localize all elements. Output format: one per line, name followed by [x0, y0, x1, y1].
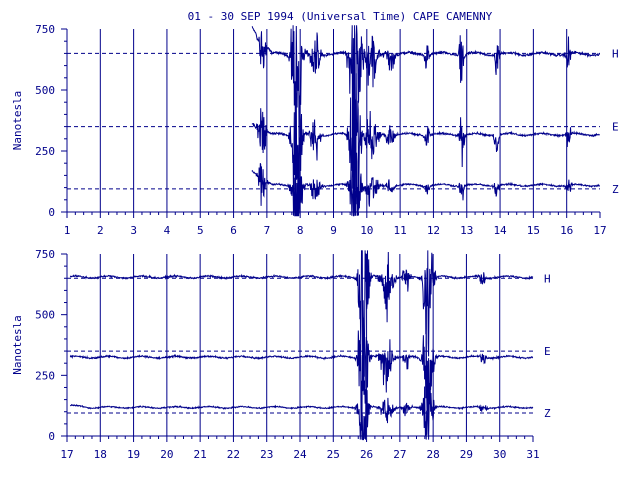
x-tick-label: 8: [297, 224, 304, 237]
y-tick-label: 750: [35, 248, 55, 261]
y-tick-label: 250: [35, 145, 55, 158]
y-axis-label: Nanotesla: [11, 315, 24, 375]
x-tick-label: 13: [460, 224, 473, 237]
y-tick-label: 750: [35, 23, 55, 36]
x-tick-label: 22: [227, 448, 240, 461]
series-z-trace: [251, 146, 601, 217]
x-tick-label: 15: [527, 224, 540, 237]
x-tick-label: 24: [293, 448, 307, 461]
x-tick-label: 30: [493, 448, 506, 461]
series-label-h: H: [612, 47, 619, 60]
y-tick-label: 0: [48, 206, 55, 219]
x-tick-label: 3: [130, 224, 137, 237]
x-tick-label: 2: [97, 224, 104, 237]
x-tick-label: 28: [427, 448, 440, 461]
x-tick-label: 1: [64, 224, 71, 237]
y-tick-label: 0: [48, 430, 55, 443]
x-tick-label: 10: [360, 224, 373, 237]
series-label-e: E: [612, 121, 619, 134]
x-tick-label: 17: [593, 224, 606, 237]
x-tick-label: 18: [94, 448, 107, 461]
series-label-z: Z: [544, 407, 551, 420]
series-h-trace: [69, 250, 534, 392]
series-label-z: Z: [612, 183, 619, 196]
y-tick-label: 500: [35, 309, 55, 322]
x-tick-label: 7: [264, 224, 271, 237]
bottom-panel: 0 250 500 750 Nanotesla 17 18 19 20 21 22 23 24 25 26 2…: [11, 248, 551, 461]
x-tick-label: 4: [164, 224, 171, 237]
x-tick-label: 19: [127, 448, 140, 461]
series-label-h: H: [544, 272, 551, 285]
y-tick-label: 250: [35, 369, 55, 382]
y-axis-label: Nanotesla: [11, 91, 24, 151]
x-tick-label: 31: [526, 448, 539, 461]
x-tick-label: 14: [493, 224, 507, 237]
x-tick-label: 11: [394, 224, 407, 237]
x-tick-label: 27: [393, 448, 406, 461]
x-tick-label: 12: [427, 224, 440, 237]
x-tick-label: 23: [260, 448, 273, 461]
x-tick-label: 17: [60, 448, 73, 461]
x-tick-label: 25: [327, 448, 340, 461]
x-tick-label: 6: [230, 224, 237, 237]
x-tick-label: 26: [360, 448, 373, 461]
series-label-e: E: [544, 345, 551, 358]
y-tick-label: 500: [35, 84, 55, 97]
x-tick-label: 5: [197, 224, 204, 237]
series-e-trace: [69, 300, 534, 440]
chart-title: 01 - 30 SEP 1994 (Universal Time) CAPE C…: [188, 10, 493, 23]
x-tick-label: 16: [560, 224, 573, 237]
x-tick-label: 9: [330, 224, 337, 237]
x-tick-label: 21: [194, 448, 207, 461]
series-z-trace: [69, 381, 534, 441]
x-tick-label: 29: [460, 448, 473, 461]
x-tick-label: 20: [160, 448, 173, 461]
series-h-trace: [251, 25, 600, 189]
series-e-trace: [251, 73, 601, 217]
